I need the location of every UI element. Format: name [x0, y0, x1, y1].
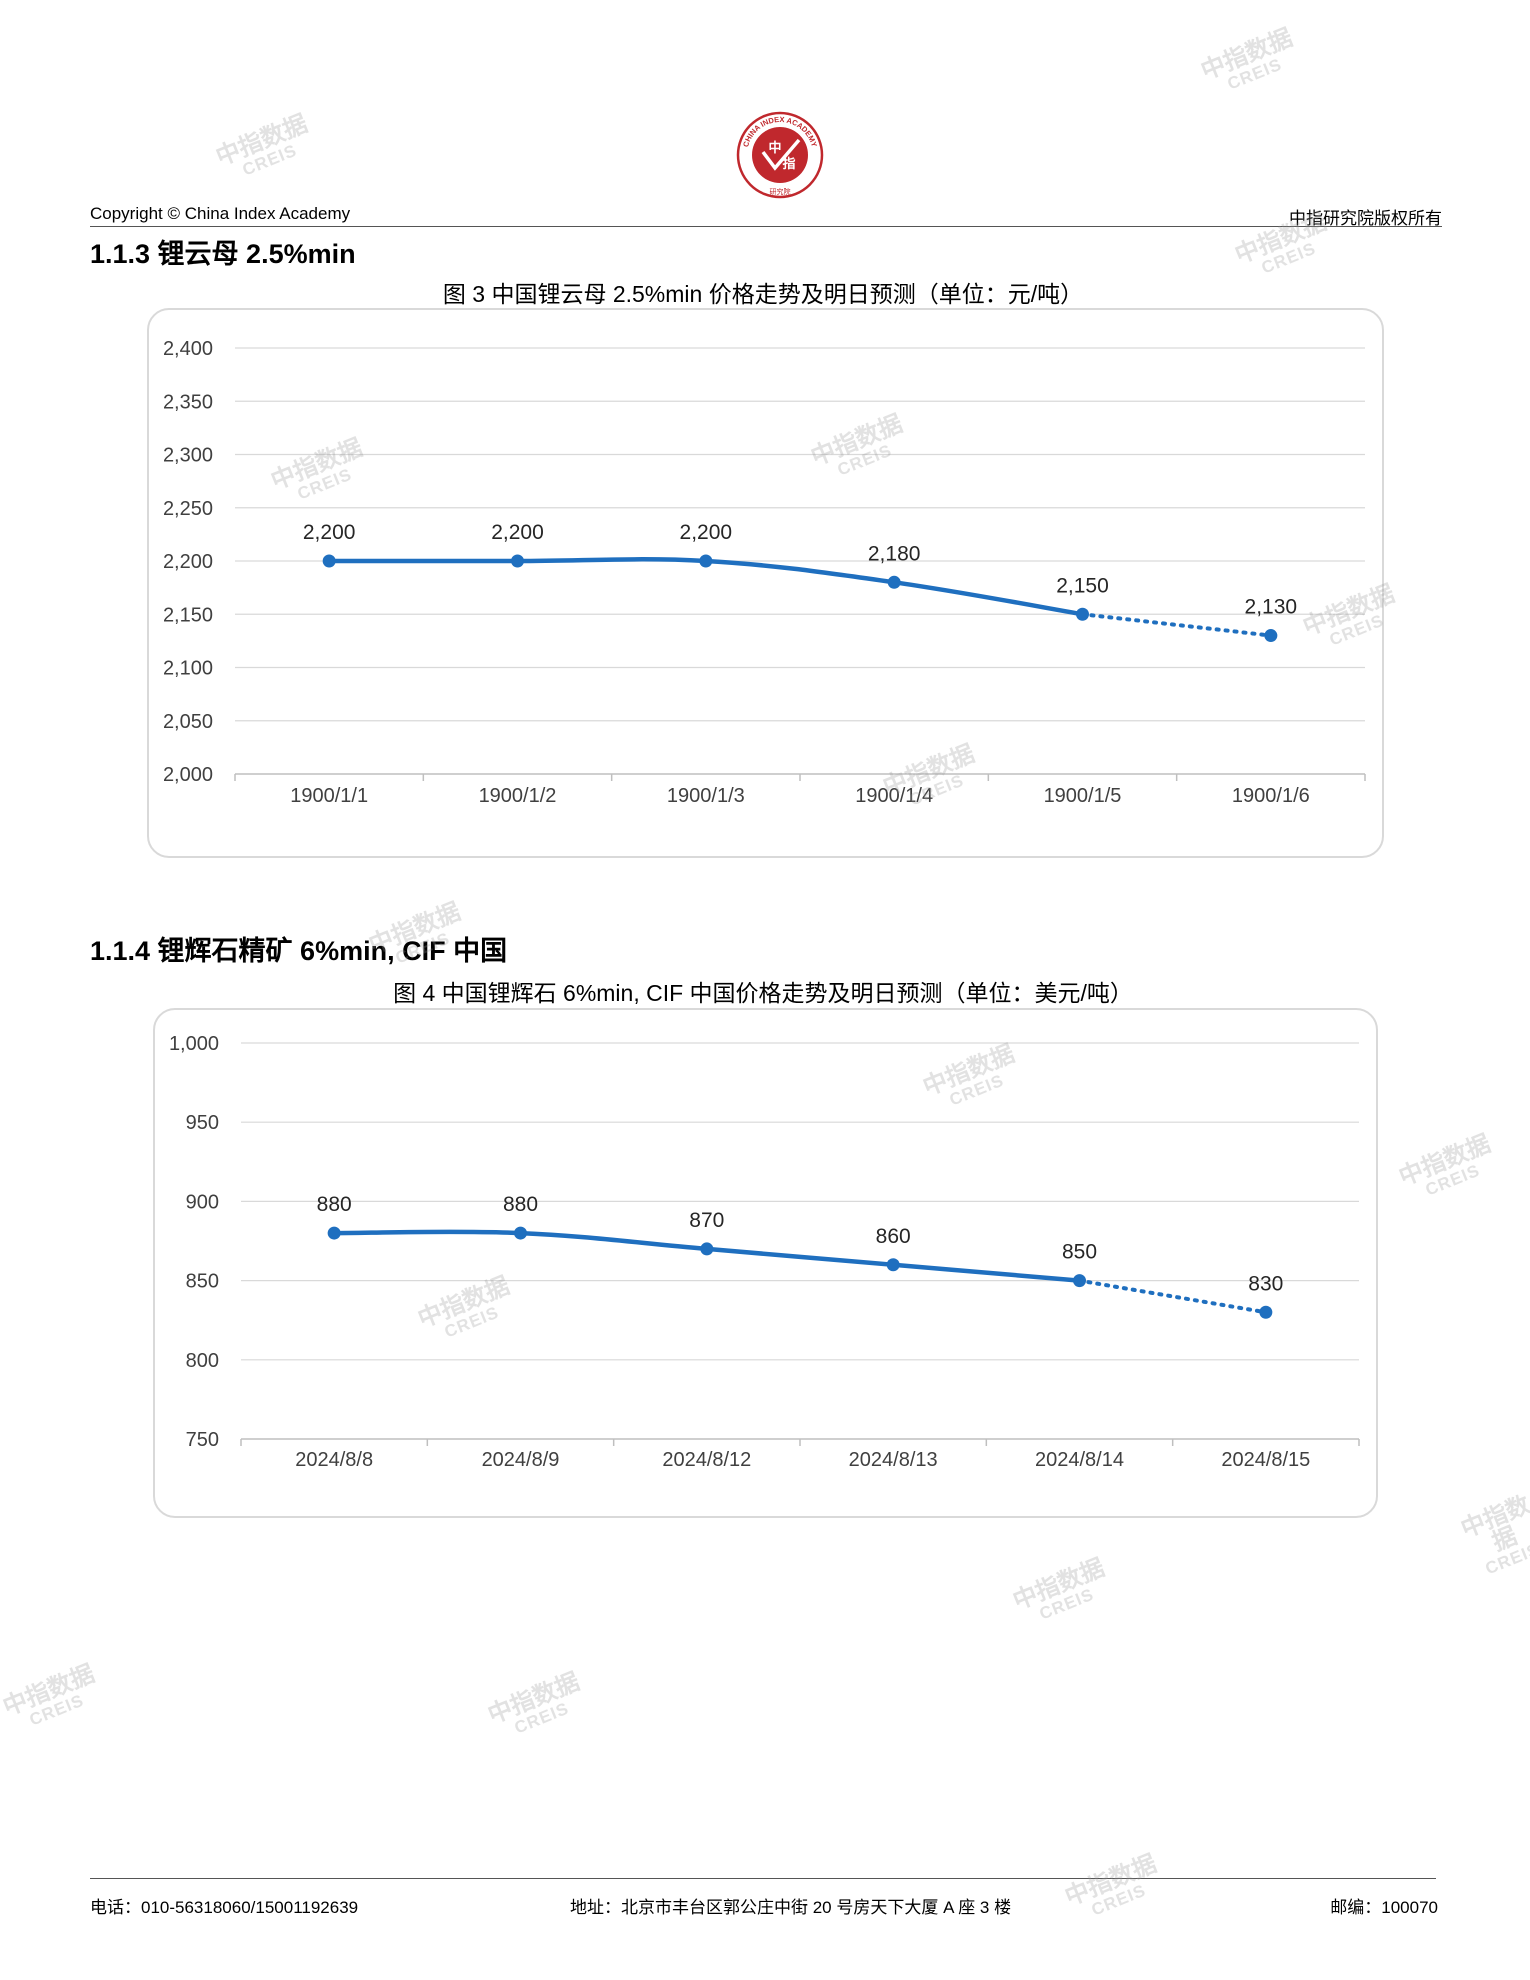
data-label: 880 — [317, 1193, 352, 1216]
data-point — [1259, 1305, 1273, 1319]
data-point — [886, 1258, 900, 1272]
watermark: 中指数据 CREIS — [1009, 1554, 1114, 1630]
section-title-lepidolite: 1.1.3 锂云母 2.5%min — [90, 239, 356, 269]
watermark-line-1: 中指数据 — [1009, 1554, 1109, 1616]
watermark: 中指数据 CREIS — [484, 1668, 589, 1744]
x-tick-label: 1900/1/1 — [290, 785, 368, 807]
watermark-line-1: 中指数据 — [1061, 1850, 1161, 1912]
footer-address: 地址：北京市丰台区郭公庄中街 20 号房天下大厦 A 座 3 楼 — [570, 1898, 1012, 1917]
watermark-line-2: CREIS — [26, 1690, 87, 1730]
x-tick-label: 1900/1/3 — [667, 785, 745, 807]
x-tick-label: 1900/1/2 — [479, 785, 557, 807]
y-tick-label: 800 — [186, 1350, 219, 1372]
y-tick-label: 2,050 — [163, 711, 213, 733]
watermark-line-2: CREIS — [1036, 1584, 1097, 1624]
data-point — [322, 554, 336, 568]
data-point — [327, 1226, 341, 1240]
logo-bottom-text: 研究院 — [770, 187, 791, 196]
footer-divider — [90, 1878, 1436, 1879]
series-line-forecast — [1077, 1278, 1268, 1315]
y-tick-label: 2,200 — [163, 551, 213, 573]
data-label: 2,200 — [680, 521, 733, 544]
logo-center-bottom: 指 — [782, 156, 795, 171]
data-point — [511, 554, 524, 568]
y-tick-label: 2,400 — [163, 338, 213, 360]
china-index-academy-logo: 中 指 CHINA INDEX ACADEMY 研究院 — [736, 111, 824, 199]
watermark-line-2: CREIS — [239, 140, 300, 180]
data-label: 880 — [503, 1193, 538, 1216]
chart-title-spodumene: 图 4 中国锂辉石 6%min, CIF 中国价格走势及明日预测（单位：美元/吨… — [393, 980, 1133, 1006]
watermark-line-2: CREIS — [1224, 54, 1285, 94]
watermark-line-2: CREIS — [1088, 1880, 1149, 1920]
data-point — [1264, 629, 1278, 643]
section-title-spodumene: 1.1.4 锂辉石精矿 6%min, CIF 中国 — [90, 936, 508, 966]
watermark-line-1: 中指数据 — [1457, 1491, 1530, 1557]
rights-notice: 中指研究院版权所有 — [1289, 209, 1442, 229]
y-tick-label: 2,250 — [163, 498, 213, 520]
x-tick-label: 1900/1/5 — [1044, 785, 1122, 807]
data-point — [1073, 1274, 1086, 1288]
lepidolite-price-chart: 2,000 2,050 2,100 2,150 2,200 2,250 2,300 2,350… — [147, 308, 1384, 858]
watermark-line-2: CREIS — [1482, 1539, 1530, 1579]
data-label: 2,150 — [1056, 574, 1109, 597]
y-tick-label: 2,150 — [163, 604, 213, 626]
data-label: 2,180 — [868, 542, 921, 565]
x-tick-label: 2024/8/8 — [295, 1449, 373, 1471]
logo-center-top: 中 — [768, 140, 781, 155]
header-divider — [90, 226, 1442, 227]
x-tick-label: 2024/8/14 — [1035, 1449, 1124, 1471]
y-tick-label: 2,300 — [163, 445, 213, 467]
watermark: 中指数据 CREIS — [1457, 1491, 1530, 1580]
watermark-line-1: 中指数据 — [212, 110, 312, 172]
watermark-line-1: 中指数据 — [1197, 24, 1297, 86]
data-point — [700, 1242, 714, 1256]
watermark-line-1: 中指数据 — [0, 1660, 99, 1722]
data-label: 870 — [689, 1209, 724, 1232]
x-tick-label: 2024/8/12 — [662, 1449, 751, 1471]
y-tick-label: 950 — [186, 1112, 219, 1134]
y-tick-label: 2,100 — [163, 658, 213, 680]
footer-phone: 电话：010-56318060/15001192639 — [90, 1898, 359, 1917]
data-label: 830 — [1248, 1272, 1283, 1295]
series-line-actual — [326, 557, 1085, 617]
x-tick-label: 1900/1/4 — [855, 785, 933, 807]
footer-postcode: 邮编：100070 — [1330, 1898, 1438, 1917]
y-tick-label: 900 — [186, 1191, 219, 1213]
x-tick-label: 2024/8/9 — [482, 1449, 560, 1471]
watermark-line-1: 中指数据 — [484, 1668, 584, 1730]
data-label: 2,130 — [1245, 596, 1298, 619]
copyright-notice: Copyright © China Index Academy — [90, 204, 351, 223]
y-tick-label: 850 — [186, 1271, 219, 1293]
data-point — [514, 1226, 527, 1240]
y-tick-label: 2,350 — [163, 391, 213, 413]
y-tick-label: 750 — [186, 1429, 219, 1451]
chart-title-lepidolite: 图 3 中国锂云母 2.5%min 价格走势及明日预测（单位：元/吨） — [442, 281, 1084, 307]
y-tick-label: 1,000 — [169, 1033, 219, 1055]
watermark: 中指数据 CREIS — [212, 110, 317, 186]
y-tick-label: 2,000 — [163, 764, 213, 786]
data-point — [887, 575, 901, 589]
watermark: 中指数据 CREIS — [1197, 24, 1302, 100]
series-line-forecast — [1080, 612, 1273, 638]
x-tick-label: 2024/8/13 — [849, 1449, 938, 1471]
watermark: 中指数据 CREIS — [1395, 1130, 1500, 1206]
spodumene-price-chart: 750 800 850 900 950 1,000 2024/8/8 2024/8/9 2024… — [153, 1008, 1378, 1518]
x-tick-label: 2024/8/15 — [1221, 1449, 1310, 1471]
watermark: 中指数据 CREIS — [1061, 1850, 1166, 1926]
x-tick-label: 1900/1/6 — [1232, 785, 1310, 807]
watermark: 中指数据 CREIS — [0, 1660, 104, 1736]
data-point — [699, 554, 713, 568]
data-label: 850 — [1062, 1241, 1097, 1264]
watermark-line-2: CREIS — [1422, 1160, 1483, 1200]
data-label: 2,200 — [303, 521, 356, 544]
data-point — [1076, 607, 1089, 621]
series-line-actual — [331, 1229, 1082, 1283]
watermark-line-2: CREIS — [511, 1698, 572, 1738]
watermark-line-1: 中指数据 — [1395, 1130, 1495, 1192]
data-label: 2,200 — [491, 521, 544, 544]
data-label: 860 — [876, 1225, 911, 1248]
